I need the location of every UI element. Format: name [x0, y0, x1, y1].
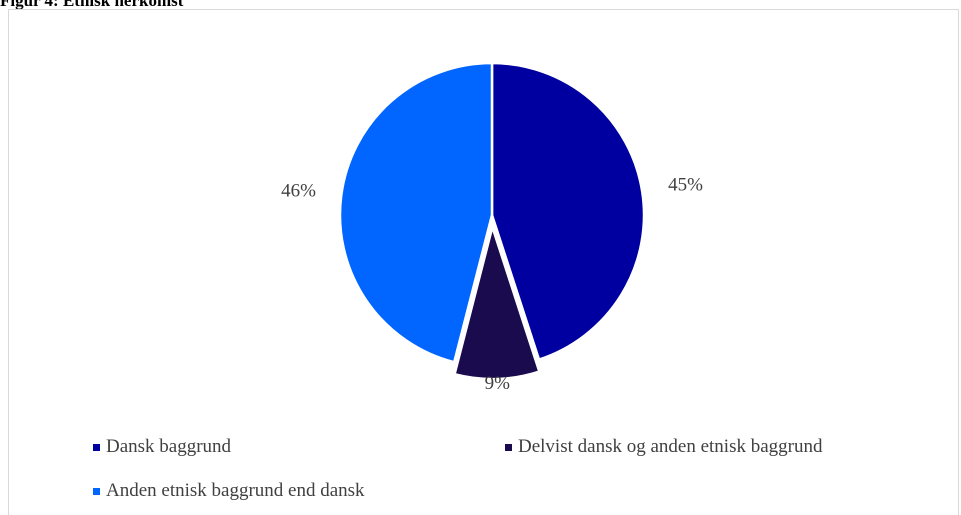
pie-slice-2 — [453, 222, 541, 381]
legend-swatch-icon — [505, 443, 512, 451]
legend-item-delvist-dansk: Delvist dansk og anden etnisk baggrund — [505, 436, 822, 458]
data-label-2: 9% — [485, 373, 511, 394]
legend-label: Dansk baggrund — [106, 436, 232, 457]
legend-item-dansk-baggrund: Dansk baggrund — [93, 436, 231, 458]
pie-slice-1 — [490, 61, 646, 362]
legend-label: Anden etnisk baggrund end dansk — [106, 480, 365, 501]
pie-slice-3 — [338, 61, 494, 364]
pie-data-labels: 45% 9% 46% — [281, 174, 703, 394]
data-label-1: 45% — [668, 174, 703, 195]
legend-item-anden-etnisk: Anden etnisk baggrund end dansk — [93, 480, 365, 502]
data-label-3: 46% — [281, 181, 316, 202]
pie-slices — [338, 61, 646, 381]
legend-label: Delvist dansk og anden etnisk baggrund — [518, 436, 823, 457]
legend-swatch-icon — [93, 487, 100, 495]
figure-title: Figur 4: Etnisk herkomst — [0, 0, 184, 10]
legend-swatch-icon — [93, 443, 100, 451]
